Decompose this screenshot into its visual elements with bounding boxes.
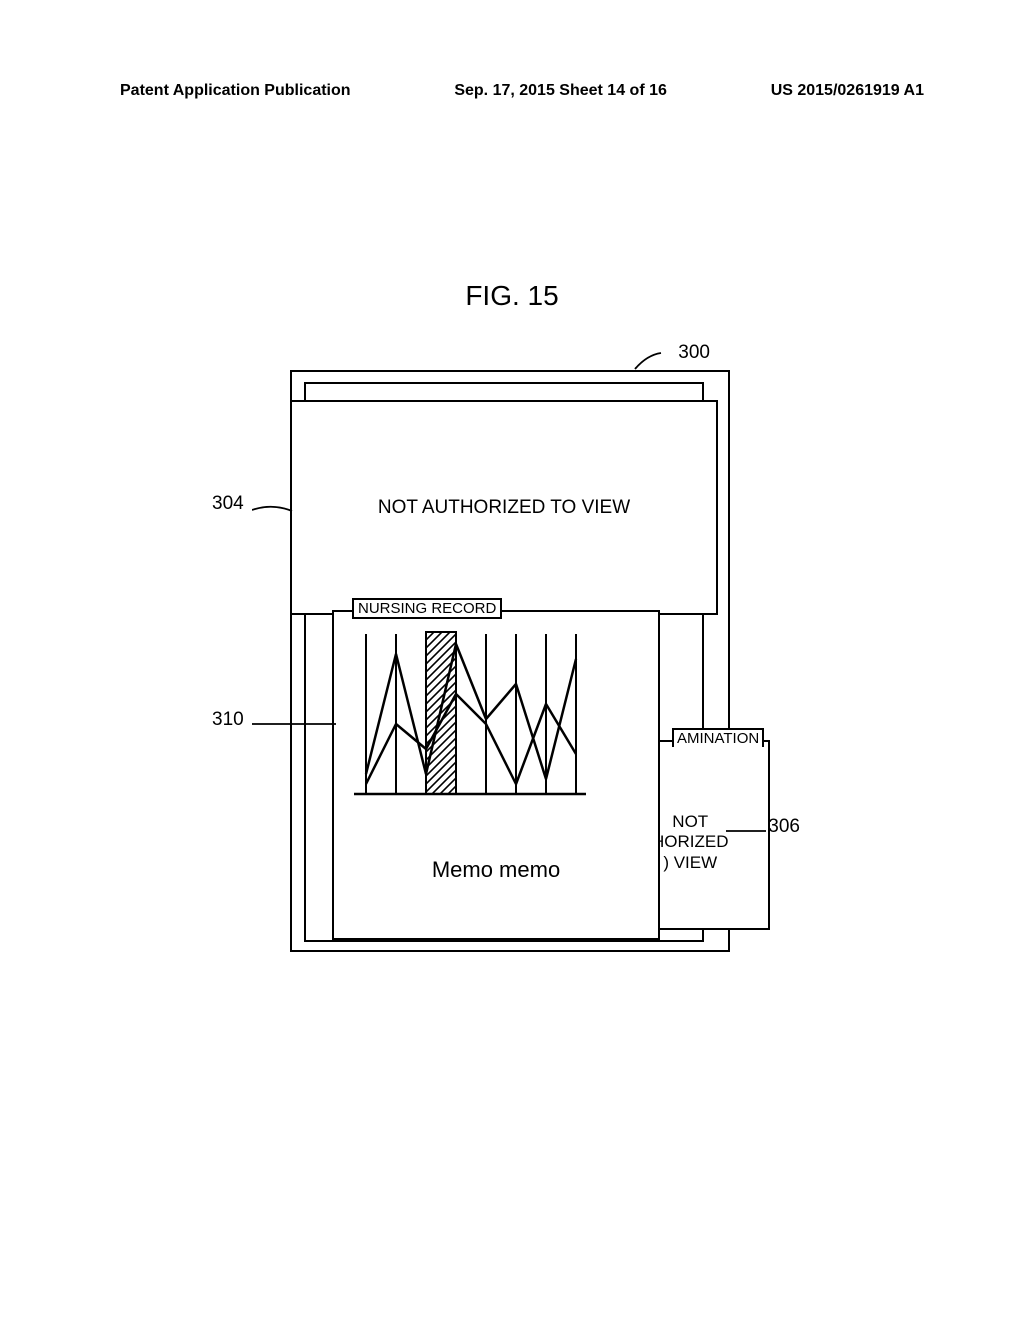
ref-label-304: 304 (212, 493, 244, 515)
ref-306-leader (726, 826, 766, 836)
memo-text: Memo memo (432, 857, 560, 883)
page-header: Patent Application Publication Sep. 17, … (120, 82, 924, 100)
ref-label-306: 306 (768, 816, 800, 838)
panel-304-text: NOT AUTHORIZED TO VIEW (378, 497, 630, 519)
diagram-container: 300 NOT AUTHORIZED TO VIEW 304 AMINATION… (290, 360, 730, 955)
ref-300-leader (633, 351, 663, 371)
chart-area (346, 624, 586, 804)
line-chart-icon (346, 624, 586, 804)
header-right: US 2015/0261919 A1 (771, 82, 924, 100)
ref-label-310: 310 (212, 709, 244, 731)
panel-nursing-record: NURSING RECORD Memo memo (332, 610, 660, 940)
ref-310-leader (252, 719, 336, 729)
panel-310-title: NURSING RECORD (352, 598, 502, 619)
ref-label-300: 300 (678, 342, 710, 364)
panel-not-authorized-top: NOT AUTHORIZED TO VIEW (290, 400, 718, 615)
ref-304-leader (252, 503, 294, 517)
figure-title: FIG. 15 (465, 280, 558, 312)
panel-306-text: NOT HORIZED ) VIEW (652, 812, 729, 873)
header-left: Patent Application Publication (120, 82, 351, 100)
header-center: Sep. 17, 2015 Sheet 14 of 16 (454, 82, 667, 100)
panel-306-title: AMINATION (672, 728, 764, 747)
